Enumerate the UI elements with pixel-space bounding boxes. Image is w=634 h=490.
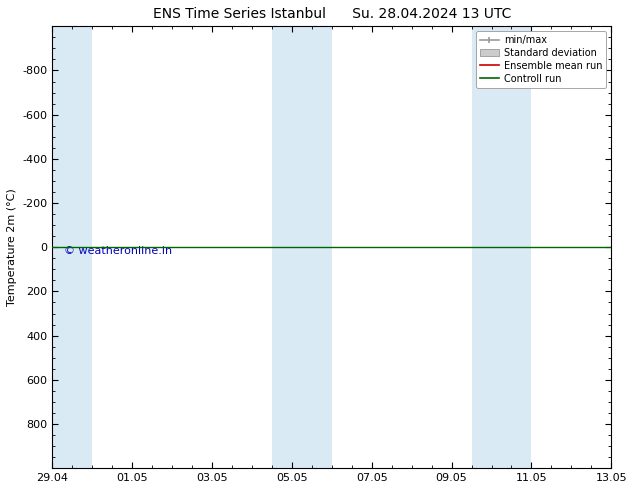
Bar <box>53 26 93 468</box>
Title: ENS Time Series Istanbul      Su. 28.04.2024 13 UTC: ENS Time Series Istanbul Su. 28.04.2024 … <box>153 7 511 21</box>
Legend: min/max, Standard deviation, Ensemble mean run, Controll run: min/max, Standard deviation, Ensemble me… <box>476 31 606 88</box>
Y-axis label: Temperature 2m (°C): Temperature 2m (°C) <box>7 188 17 306</box>
Bar <box>302 26 332 468</box>
Bar <box>272 26 302 468</box>
Bar <box>501 26 531 468</box>
Text: © weatheronline.in: © weatheronline.in <box>63 246 172 256</box>
Bar <box>472 26 501 468</box>
